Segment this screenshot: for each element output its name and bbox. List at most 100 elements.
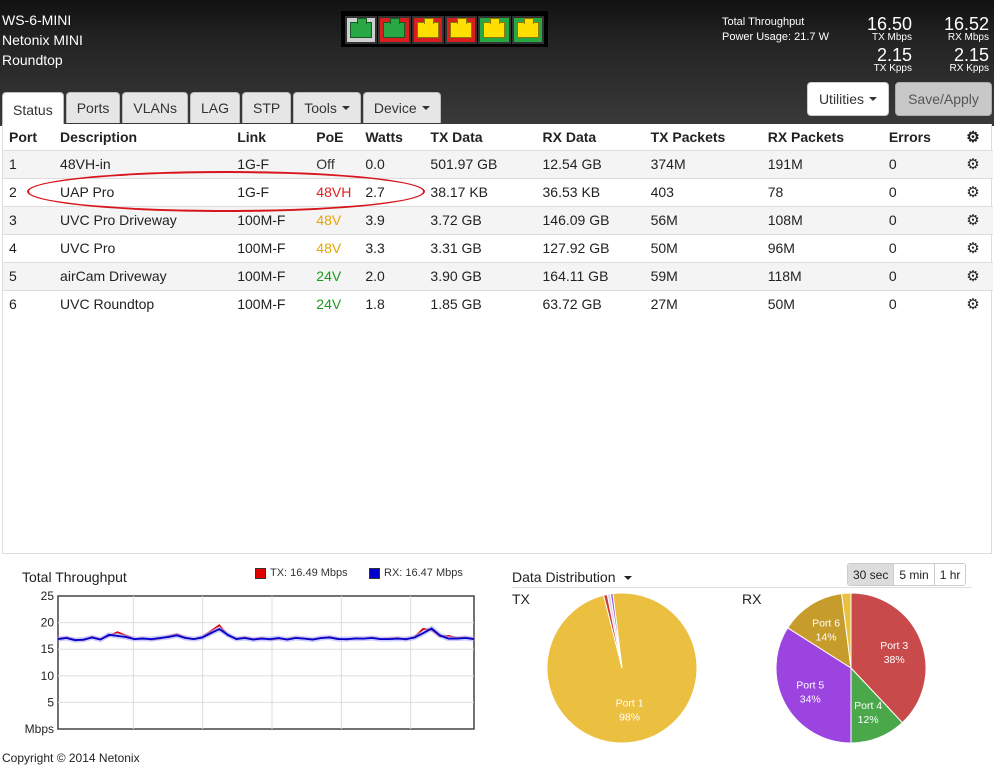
table-row[interactable]: 5 airCam Driveway 100M-F 24V 2.0 3.90 GB 164.1… bbox=[3, 261, 993, 290]
cell-tx-packets: 59M bbox=[644, 261, 762, 290]
cell-port: 3 bbox=[3, 205, 55, 234]
range-button-1-hr[interactable]: 1 hr bbox=[933, 564, 966, 585]
pie-slice[interactable] bbox=[841, 592, 852, 669]
col-tx-packets[interactable]: TX Packets bbox=[650, 128, 726, 145]
row-settings-button[interactable]: ⚙ bbox=[952, 205, 993, 234]
cell-watts: 3.3 bbox=[359, 233, 425, 262]
y-tick-label: Mbps bbox=[25, 722, 54, 736]
pie-slice[interactable] bbox=[786, 593, 852, 669]
throughput-line-chart: 25 20 15 10 5 Mbps bbox=[25, 589, 475, 736]
col-rx-packets[interactable]: RX Packets bbox=[767, 128, 844, 145]
col-link[interactable]: Link bbox=[237, 128, 266, 145]
row-settings-button[interactable]: ⚙ bbox=[952, 233, 993, 262]
pie-slice-label: Port 6 bbox=[812, 618, 840, 630]
device-model: Netonix MINI bbox=[2, 32, 83, 48]
tab-stp[interactable]: STP bbox=[241, 92, 292, 123]
pie-slice[interactable] bbox=[609, 593, 623, 669]
chevron-down-icon bbox=[869, 97, 878, 101]
range-button-5-min[interactable]: 5 min bbox=[893, 564, 934, 585]
cell-tx-packets: 403 bbox=[644, 177, 762, 206]
pie-slice-percent: 34% bbox=[800, 693, 821, 705]
chevron-down-icon bbox=[624, 576, 633, 581]
cell-poe: 48V bbox=[310, 205, 360, 234]
chevron-down-icon bbox=[421, 106, 430, 110]
col-tx-data[interactable]: TX Data bbox=[430, 128, 483, 145]
save-apply-button[interactable]: Save/Apply bbox=[895, 82, 992, 116]
cell-tx-packets: 50M bbox=[644, 233, 762, 262]
cell-rx-packets: 78 bbox=[761, 177, 883, 206]
throughput-label: Total Throughput bbox=[722, 16, 805, 28]
pie-slice-percent: 14% bbox=[816, 632, 837, 644]
pie-slice[interactable] bbox=[850, 592, 927, 724]
col-rx-data[interactable]: RX Data bbox=[542, 128, 597, 145]
throughput-chart-title: Total Throughput bbox=[22, 569, 127, 585]
port-indicator-5[interactable] bbox=[478, 16, 511, 44]
cell-poe: 24V bbox=[310, 289, 360, 318]
col-watts[interactable]: Watts bbox=[365, 128, 403, 145]
top-header: WS-6-MINI Netonix MINI Roundtop Total Th… bbox=[0, 0, 994, 126]
main-tabs: Status Ports VLANs LAG STP Tools Device bbox=[2, 92, 441, 126]
tx-mbps-unit: TX Mbps bbox=[871, 32, 912, 43]
col-port[interactable]: Port bbox=[9, 128, 37, 145]
cell-description: UVC Roundtop bbox=[54, 289, 232, 318]
rx-kpps-unit: RX Kpps bbox=[949, 63, 989, 74]
tab-status[interactable]: Status bbox=[2, 92, 64, 126]
tab-ports[interactable]: Ports bbox=[65, 92, 121, 123]
data-distribution-dropdown[interactable]: Data Distribution bbox=[512, 569, 633, 585]
cell-tx-data: 3.72 GB bbox=[424, 205, 537, 234]
rx-legend-swatch bbox=[369, 567, 380, 579]
utilities-button[interactable]: Utilities bbox=[807, 82, 889, 116]
tab-tools[interactable]: Tools bbox=[293, 92, 361, 123]
range-button-30-sec[interactable]: 30 sec bbox=[848, 564, 894, 585]
ethernet-port-icon bbox=[383, 18, 406, 38]
col-poe[interactable]: PoE bbox=[316, 128, 344, 145]
row-settings-button[interactable]: ⚙ bbox=[952, 261, 993, 290]
row-settings-button[interactable]: ⚙ bbox=[952, 177, 993, 206]
tab-lag[interactable]: LAG bbox=[189, 92, 240, 123]
table-row[interactable]: 4 UVC Pro 100M-F 48V 3.3 3.31 GB 127.92 GB 50M 9… bbox=[3, 233, 993, 262]
cell-link: 100M-F bbox=[231, 289, 311, 318]
table-header-row: Port Description Link PoE Watts TX Data … bbox=[3, 124, 993, 150]
col-errors[interactable]: Errors bbox=[888, 128, 931, 145]
tab-vlans[interactable]: VLANs bbox=[122, 92, 188, 123]
col-description[interactable]: Description bbox=[60, 128, 138, 145]
tx-pie-chart: Port 1 98% bbox=[546, 592, 698, 744]
tab-device[interactable]: Device bbox=[362, 92, 441, 123]
port-indicator-1[interactable] bbox=[345, 16, 378, 44]
tx-mbps-stat: 16.50 TX Mbps bbox=[860, 15, 912, 43]
ethernet-port-icon bbox=[350, 18, 373, 38]
cell-tx-data: 501.97 GB bbox=[424, 149, 537, 178]
cell-rx-packets: 118M bbox=[761, 261, 883, 290]
tab-device-label: Device bbox=[373, 100, 417, 116]
y-tick-label: 15 bbox=[41, 642, 55, 656]
cell-tx-data: 1.85 GB bbox=[424, 289, 537, 318]
cell-watts: 2.0 bbox=[359, 261, 425, 290]
row-settings-button[interactable]: ⚙ bbox=[952, 149, 993, 178]
time-range-selector: 30 sec 5 min 1 hr bbox=[847, 563, 967, 586]
table-settings-gear[interactable]: ⚙ bbox=[953, 124, 993, 150]
pie-slice-percent: 12% bbox=[858, 714, 879, 726]
gear-icon: ⚙ bbox=[966, 128, 980, 146]
throughput-summary: Total Throughput Power Usage: 21.7 W bbox=[722, 15, 829, 45]
port-indicator-6[interactable] bbox=[511, 16, 544, 44]
port-indicator-4[interactable] bbox=[444, 16, 478, 44]
ethernet-port-icon bbox=[416, 18, 439, 38]
y-tick-label: 10 bbox=[41, 669, 55, 683]
pie-slice-label: Port 1 bbox=[616, 698, 644, 710]
rx-series-line bbox=[57, 627, 475, 642]
cell-rx-data: 63.72 GB bbox=[536, 289, 645, 318]
pie-slice-label: Port 3 bbox=[880, 640, 908, 652]
table-row[interactable]: 6 UVC Roundtop 100M-F 24V 1.8 1.85 GB 63.72 GB… bbox=[3, 289, 993, 318]
port-indicator-2[interactable] bbox=[378, 16, 411, 44]
cell-rx-packets: 191M bbox=[761, 149, 883, 178]
tx-kpps-value: 2.15 bbox=[876, 45, 912, 65]
cell-watts: 1.8 bbox=[359, 289, 425, 318]
cell-errors: 0 bbox=[882, 205, 953, 234]
cell-poe: 24V bbox=[310, 261, 360, 290]
rx-mbps-unit: RX Mbps bbox=[947, 32, 989, 43]
row-settings-button[interactable]: ⚙ bbox=[952, 289, 993, 318]
gear-icon: ⚙ bbox=[966, 296, 980, 314]
tab-status-label: Status bbox=[13, 101, 53, 118]
port-indicator-3[interactable] bbox=[411, 16, 444, 44]
cell-tx-packets: 374M bbox=[644, 149, 762, 178]
